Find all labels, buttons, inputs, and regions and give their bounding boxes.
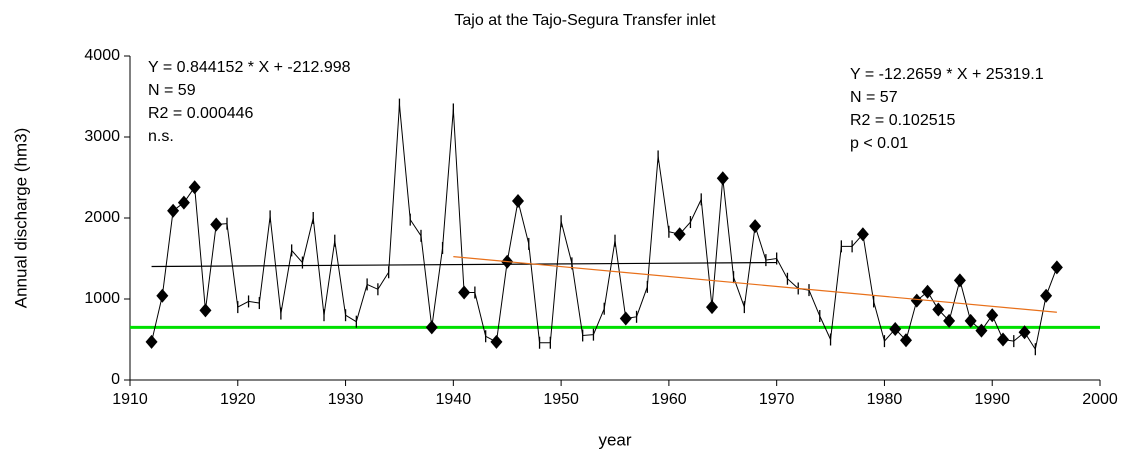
- diamond-marker: [490, 334, 503, 349]
- diamond-marker: [921, 284, 934, 299]
- diamond-marker: [188, 180, 201, 195]
- annotation: Y = -12.2659 * X + 25319.1: [850, 66, 1044, 83]
- diamond-marker: [986, 308, 999, 323]
- y-tick-label: 0: [111, 371, 120, 388]
- diamond-marker: [512, 193, 524, 208]
- diamond-marker: [997, 332, 1009, 347]
- x-tick-label: 1980: [867, 391, 903, 408]
- diamond-marker: [210, 217, 223, 232]
- diamond-marker: [458, 285, 471, 300]
- x-tick-label: 1920: [220, 391, 256, 408]
- x-tick-label: 1970: [759, 391, 795, 408]
- diamond-marker: [975, 323, 988, 338]
- diamond-marker: [953, 273, 966, 288]
- diamond-marker: [964, 313, 977, 328]
- x-tick-label: 1930: [328, 391, 364, 408]
- diamond-marker: [1040, 288, 1053, 303]
- x-axis-label: year: [598, 430, 631, 449]
- diamond-marker: [910, 293, 923, 308]
- x-tick-label: 1960: [651, 391, 687, 408]
- diamond-marker: [145, 334, 158, 349]
- diamond-marker: [425, 320, 438, 335]
- x-tick-label: 1940: [436, 391, 472, 408]
- x-tick-label: 1950: [543, 391, 579, 408]
- y-tick-label: 2000: [84, 209, 120, 226]
- annotation: n.s.: [148, 128, 174, 145]
- x-tick-label: 2000: [1082, 391, 1118, 408]
- y-axis-label: Annual discharge (hm3): [11, 128, 30, 308]
- annotation: N = 57: [850, 89, 898, 106]
- annotation: N = 59: [148, 82, 196, 99]
- diamond-marker: [749, 219, 762, 234]
- y-tick-label: 3000: [84, 128, 120, 145]
- diamond-marker: [943, 313, 956, 328]
- annotation: R2 = 0.102515: [850, 112, 956, 129]
- diamond-marker: [199, 303, 212, 318]
- x-tick-label: 1910: [112, 391, 148, 408]
- diamond-marker: [167, 203, 180, 218]
- y-tick-label: 4000: [84, 47, 120, 64]
- annotation: R2 = 0.000446: [148, 105, 254, 122]
- diamond-marker: [1018, 325, 1031, 340]
- diamond-marker: [932, 302, 945, 317]
- diamond-marker: [856, 227, 869, 242]
- diamond-marker: [1050, 260, 1063, 275]
- diamond-marker: [156, 288, 169, 303]
- diamond-marker: [716, 171, 729, 186]
- diamond-marker: [177, 195, 190, 210]
- annotation: Y = 0.844152 * X + -212.998: [148, 59, 351, 76]
- chart-title: Tajo at the Tajo-Segura Transfer inlet: [454, 12, 716, 29]
- x-tick-label: 1990: [974, 391, 1010, 408]
- diamond-marker: [673, 227, 686, 242]
- y-tick-label: 1000: [84, 290, 120, 307]
- trend-line: [151, 261, 777, 268]
- annotation: p < 0.01: [850, 135, 908, 152]
- diamond-marker: [706, 300, 718, 315]
- diamond-marker: [619, 311, 632, 326]
- diamond-marker: [900, 333, 912, 348]
- trend-line: [453, 256, 1057, 313]
- diamond-marker: [889, 321, 902, 336]
